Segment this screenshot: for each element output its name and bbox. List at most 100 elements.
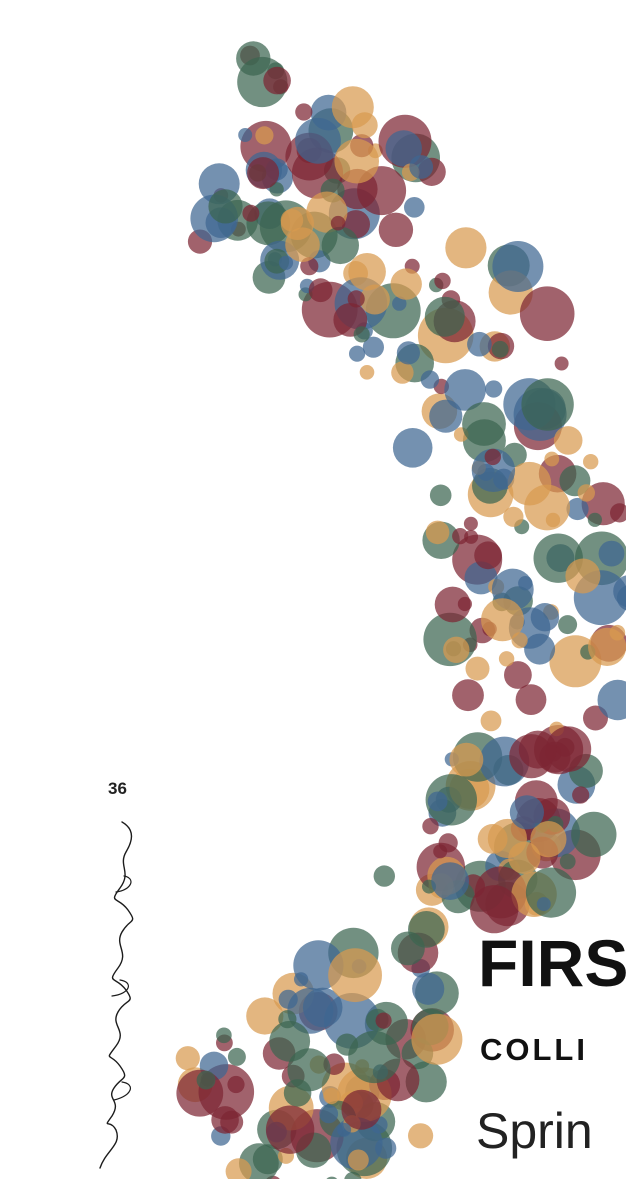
decorative-dot [295, 103, 313, 121]
decorative-dot [597, 679, 626, 721]
cover-season: Sprin [476, 1103, 593, 1159]
decorative-dot [471, 448, 516, 492]
decorative-dot [348, 252, 386, 291]
decorative-dot [544, 451, 560, 467]
decorative-dot [359, 284, 390, 315]
decorative-dot [613, 575, 626, 608]
decorative-dot [319, 1104, 339, 1124]
decorative-dot [427, 791, 448, 812]
decorative-dot [463, 516, 478, 531]
decorative-dot [362, 336, 384, 358]
decorative-dot [558, 615, 578, 635]
decorative-dot [269, 182, 284, 197]
signature [99, 821, 134, 1169]
decorative-dot [396, 341, 420, 365]
decorative-dot [481, 598, 524, 642]
decorative-dot [498, 651, 515, 667]
decorative-dot [409, 155, 434, 179]
decorative-dot [491, 340, 509, 358]
decorative-dot [467, 331, 492, 357]
page-number: 36 [108, 779, 127, 798]
cover-title: FIRS [478, 926, 626, 1000]
decorative-dot [323, 1087, 340, 1105]
decorative-dot [484, 448, 501, 466]
decorative-dot [246, 997, 284, 1035]
decorative-dot [408, 911, 445, 948]
decorative-dot [422, 818, 439, 835]
decorative-dot [390, 268, 422, 300]
decorative-dot [425, 774, 477, 826]
decorative-dot [474, 541, 502, 570]
decorative-dot [278, 989, 298, 1009]
decorative-dot [321, 226, 359, 265]
decorative-dot [294, 972, 309, 987]
decorative-dot [175, 1046, 200, 1071]
decorative-dot [263, 66, 291, 95]
decorative-dot [242, 204, 260, 222]
decorative-dot [375, 1137, 397, 1159]
decorative-dot [328, 948, 382, 1003]
decorative-dot [433, 844, 448, 859]
decorative-dot [344, 1171, 362, 1179]
decorative-dot [337, 1122, 352, 1137]
decorative-dot [444, 369, 486, 411]
decorative-dot [536, 897, 551, 912]
decorative-dot [492, 241, 544, 292]
decorative-dot [443, 636, 470, 663]
decorative-dot [565, 558, 601, 594]
decorative-dot [609, 624, 626, 641]
decorative-dot [559, 853, 576, 870]
decorative-dot [429, 399, 463, 433]
decorative-dot [404, 197, 425, 218]
decorative-dot [196, 1070, 216, 1090]
decorative-dot [515, 684, 547, 715]
decorative-dot [530, 603, 560, 632]
decorative-dot [508, 841, 541, 875]
decorative-dot [280, 209, 304, 232]
decorative-dot [554, 356, 569, 371]
decorative-dot [587, 512, 603, 527]
decorative-dot [553, 426, 583, 455]
decorative-dot [518, 730, 557, 769]
decorative-dot [359, 365, 375, 380]
decorative-dot [392, 296, 407, 311]
decorative-dot [566, 497, 589, 521]
decorative-dot [373, 865, 395, 887]
decorative-dot [425, 520, 450, 545]
decorative-dot [583, 454, 599, 470]
decorative-dot [434, 586, 471, 623]
decorative-dot [216, 1027, 232, 1044]
decorative-dot [331, 86, 374, 129]
decorative-dot [375, 1012, 392, 1029]
decorative-dot [598, 540, 625, 567]
decorative-dot [504, 661, 532, 689]
decorative-dot [411, 1013, 463, 1065]
decorative-dot [330, 215, 346, 231]
decorative-dot [347, 1149, 369, 1171]
decorative-dot [392, 428, 433, 468]
decorative-dot [572, 786, 590, 804]
decorative-dot [465, 656, 490, 681]
decorative-dot [220, 1110, 244, 1134]
decorative-dot [429, 484, 452, 507]
decorative-dot [571, 811, 617, 858]
decorative-dot [610, 503, 626, 523]
decorative-dot [208, 189, 243, 224]
decorative-dot [519, 286, 575, 342]
decorative-dot [238, 128, 253, 142]
decorative-dot [470, 885, 519, 934]
decorative-dot [452, 679, 484, 712]
decorative-dot [530, 821, 567, 858]
decorative-dot [509, 795, 544, 830]
decorative-dot [507, 461, 552, 506]
decorative-dot [334, 138, 380, 184]
decorative-dot [408, 1123, 434, 1149]
decorative-dot [452, 528, 469, 545]
decorative-dot [225, 1158, 252, 1179]
decorative-dot [480, 710, 502, 732]
decorative-dot [385, 130, 422, 167]
cover-subtitle: COLLI [480, 1032, 588, 1067]
decorative-dot [545, 726, 592, 772]
decorative-dot [255, 126, 274, 145]
